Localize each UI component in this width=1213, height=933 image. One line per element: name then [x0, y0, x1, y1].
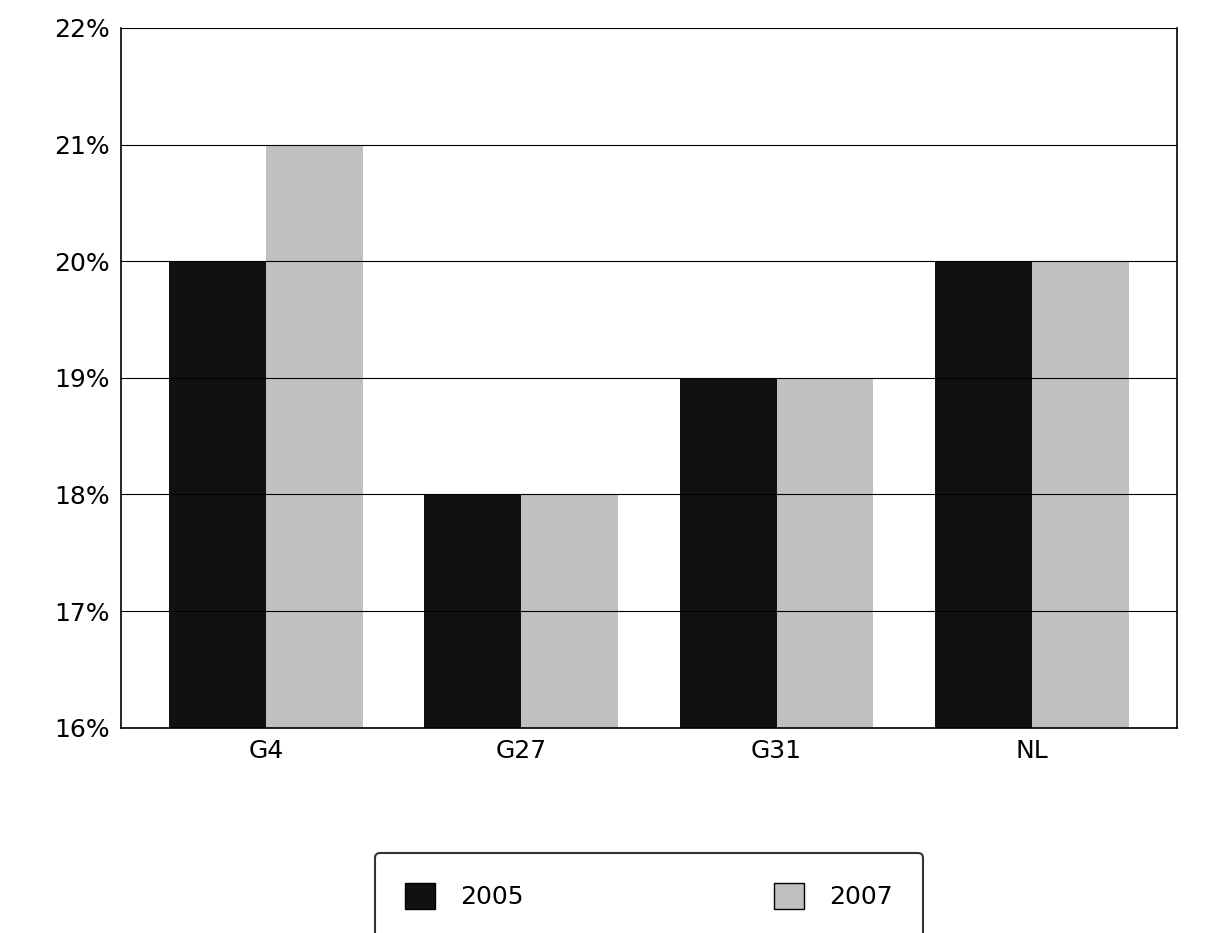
Bar — [170, 261, 266, 728]
Bar — [425, 494, 522, 728]
Bar — [1032, 261, 1128, 728]
Bar — [522, 494, 619, 728]
Bar — [776, 378, 873, 728]
Bar — [679, 378, 776, 728]
Bar — [935, 261, 1032, 728]
Legend: 2005, 2007: 2005, 2007 — [375, 853, 923, 933]
Bar — [266, 145, 363, 728]
